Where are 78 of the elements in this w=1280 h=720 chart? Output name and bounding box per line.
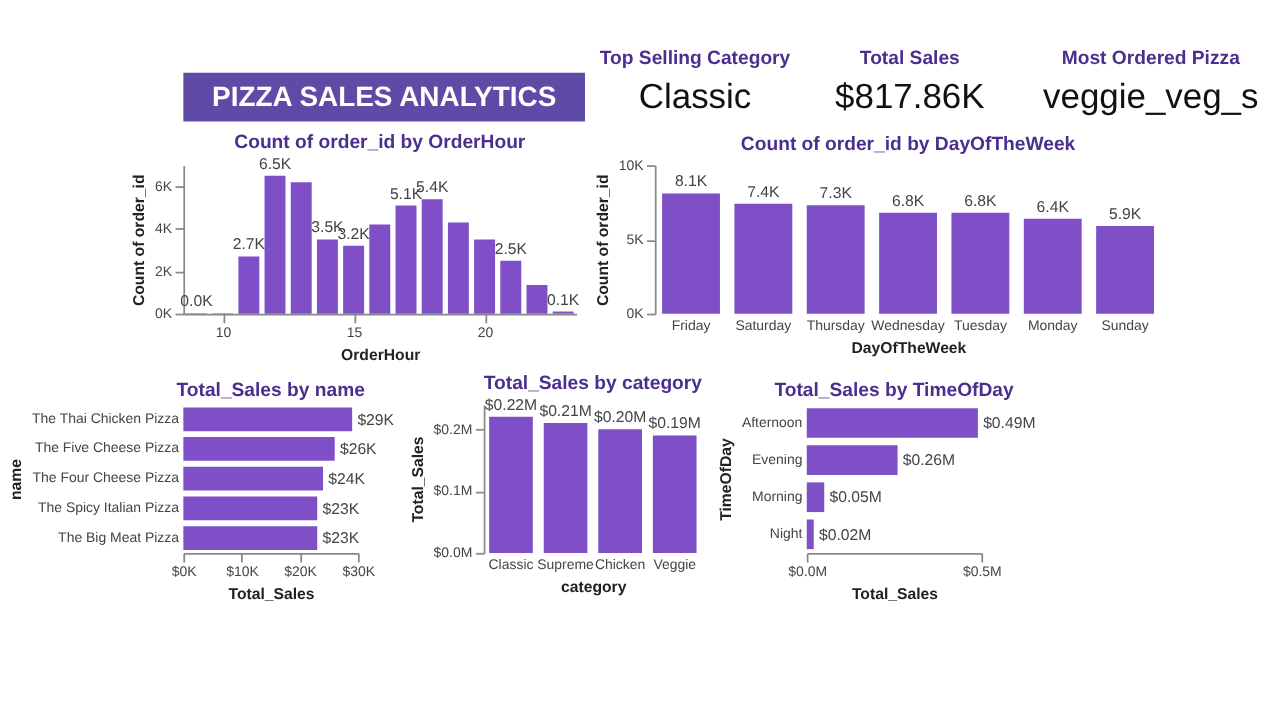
bar xyxy=(806,408,978,438)
text: Total Sales xyxy=(859,47,960,70)
data-label: $26K xyxy=(339,440,379,459)
bar xyxy=(652,435,697,553)
text: $817.86K xyxy=(835,75,986,116)
chart-title: Total_Sales by TimeOfDay xyxy=(774,379,1016,402)
x-axis-title: OrderHour xyxy=(341,345,421,364)
bar xyxy=(662,193,720,314)
bar xyxy=(183,407,353,432)
y-axis-title: name xyxy=(6,457,25,501)
data-label: 0.1K xyxy=(547,290,581,309)
bar xyxy=(806,482,825,513)
data-label: $0.49M xyxy=(983,414,1036,433)
bar xyxy=(1096,226,1155,314)
x-axis-title: DayOfTheWeek xyxy=(851,338,968,357)
data-label: 2.5K xyxy=(494,239,529,258)
chart-title: Count of order_id by OrderHour xyxy=(234,131,526,154)
chart-title: Total_Sales by name xyxy=(176,379,365,402)
data-label: 6.8K xyxy=(964,191,999,210)
text: Classic xyxy=(638,75,752,116)
bar xyxy=(421,199,443,314)
data-label: $23K xyxy=(322,529,361,548)
data-label: $0.02M xyxy=(818,525,872,544)
bar xyxy=(806,445,898,475)
bar xyxy=(734,203,793,314)
chart-title: Count of order_id by DayOfTheWeek xyxy=(740,133,1077,156)
data-label: $0.26M xyxy=(902,451,956,470)
x-axis-title: category xyxy=(561,578,628,597)
bar xyxy=(183,496,318,521)
data-label: 7.3K xyxy=(819,184,854,203)
bar xyxy=(489,416,533,553)
text: veggie_veg_s xyxy=(1043,75,1260,116)
text: PIZZA SALES ANALYTICS xyxy=(212,79,557,112)
data-label: $24K xyxy=(328,469,367,488)
bar xyxy=(474,239,496,314)
bar xyxy=(806,205,865,314)
bar xyxy=(183,437,335,461)
bar xyxy=(806,519,814,550)
bar xyxy=(526,285,548,314)
bar xyxy=(264,175,286,314)
chart-title: Total_Sales by category xyxy=(483,372,704,395)
bar xyxy=(183,466,324,491)
data-label: $29K xyxy=(357,410,396,429)
data-label: 5.9K xyxy=(1108,205,1143,224)
y-axis-title: Total_Sales xyxy=(409,435,428,523)
data-label: $23K xyxy=(322,499,361,518)
bar xyxy=(369,224,391,314)
text: Top Selling Category xyxy=(599,47,792,70)
data-label: $0.22M xyxy=(484,395,538,414)
data-label: 6.4K xyxy=(1036,197,1071,216)
data-label: $0.20M xyxy=(593,408,647,427)
bar xyxy=(500,260,522,314)
text: Most Ordered Pizza xyxy=(1061,47,1242,70)
y-axis-title: Count of order_id xyxy=(130,174,149,307)
data-label: $0.19M xyxy=(648,414,701,433)
bar xyxy=(395,205,417,314)
bar xyxy=(447,222,469,314)
x-axis-title: Total_Sales xyxy=(851,585,940,604)
data-label: 8.1K xyxy=(674,172,709,191)
bar xyxy=(1023,218,1082,314)
bar xyxy=(183,526,318,550)
bar xyxy=(290,182,312,314)
bar xyxy=(879,212,937,314)
data-label: 7.4K xyxy=(747,182,782,201)
x-axis-title: Total_Sales xyxy=(228,585,316,604)
data-label: 6.8K xyxy=(891,191,926,210)
data-label: 2.7K xyxy=(232,235,267,254)
bar xyxy=(238,256,260,314)
y-axis-title: TimeOfDay xyxy=(717,437,736,521)
y-axis-title: Count of order_id xyxy=(594,174,613,307)
bar xyxy=(316,239,338,314)
data-label: 6.5K xyxy=(258,154,293,173)
data-label: $0.21M xyxy=(539,402,592,421)
data-label: $0.05M xyxy=(829,488,882,507)
bar xyxy=(343,245,365,314)
bar xyxy=(543,423,588,553)
bar xyxy=(951,212,1010,314)
bar xyxy=(598,429,642,553)
